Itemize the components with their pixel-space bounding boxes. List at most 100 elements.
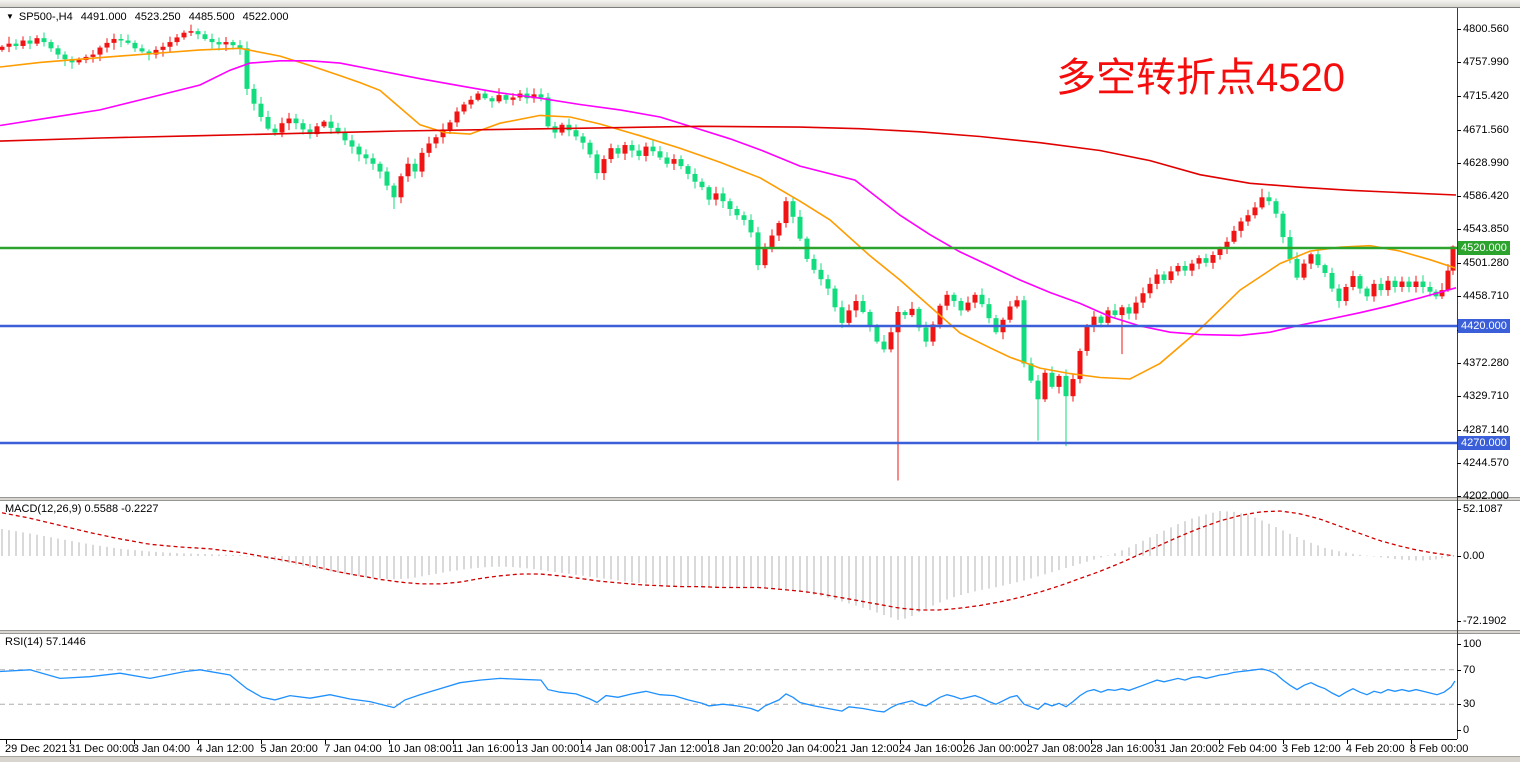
- candle-body: [720, 193, 726, 202]
- candle-body: [286, 118, 292, 124]
- candle-body: [1147, 283, 1153, 294]
- macd-histogram-bar: [841, 556, 843, 602]
- chevron-down-icon[interactable]: ▼: [6, 12, 14, 21]
- candle-body: [769, 235, 775, 248]
- candle-body: [1413, 281, 1419, 287]
- macd-histogram-bar: [673, 556, 675, 586]
- pane-separator[interactable]: [0, 630, 1520, 634]
- macd-histogram-bar: [659, 556, 661, 585]
- macd-histogram-bar: [1268, 523, 1270, 556]
- candle-body: [1070, 379, 1076, 397]
- candle-body: [1175, 265, 1181, 272]
- macd-histogram-bar: [624, 556, 626, 582]
- candle-body: [699, 181, 705, 188]
- macd-histogram-bar: [274, 556, 276, 561]
- macd-histogram-bar: [260, 556, 262, 558]
- candle-body: [587, 142, 593, 155]
- macd-histogram-bar: [1016, 556, 1018, 583]
- candle-body: [811, 258, 817, 270]
- macd-histogram-bar: [813, 556, 815, 595]
- macd-histogram-bar: [736, 556, 738, 588]
- candle-body: [1210, 255, 1216, 263]
- macd-histogram-bar: [1184, 521, 1186, 556]
- macd-histogram-bar: [505, 556, 507, 567]
- macd-histogram-bar: [932, 556, 934, 606]
- macd-histogram-bar: [869, 556, 871, 610]
- candle-body: [384, 171, 390, 186]
- candle-body: [510, 97, 516, 100]
- macd-histogram-bar: [365, 556, 367, 578]
- candle-body: [1399, 281, 1405, 287]
- macd-histogram-bar: [778, 556, 780, 590]
- macd-histogram-bar: [540, 556, 542, 571]
- rsi-label: RSI(14) 57.1446: [5, 636, 86, 648]
- macd-histogram-bar: [99, 545, 101, 556]
- macd-histogram-bar: [596, 556, 598, 578]
- candle-body: [111, 38, 117, 43]
- candle-body: [629, 145, 635, 151]
- macd-pane[interactable]: [0, 501, 1457, 630]
- rsi-scale-label: 0: [1463, 724, 1470, 736]
- macd-histogram-bar: [652, 556, 654, 585]
- candle-body: [734, 209, 740, 216]
- macd-histogram-bar: [1415, 556, 1417, 561]
- candle-body: [461, 104, 467, 112]
- price-scale-label: 4458.710: [1463, 289, 1509, 302]
- candle-body: [636, 150, 642, 156]
- candle-body: [1091, 316, 1097, 326]
- macd-histogram-bar: [680, 556, 682, 587]
- window-top-strip: [0, 0, 1520, 8]
- macd-histogram-bar: [939, 556, 941, 603]
- rsi-pane[interactable]: [0, 634, 1457, 739]
- macd-histogram-bar: [295, 556, 297, 565]
- macd-histogram-bar: [477, 556, 479, 568]
- candle-body: [1273, 201, 1279, 214]
- price-scale-tick: [1457, 62, 1461, 64]
- macd-histogram-bar: [127, 549, 129, 556]
- price-scale-label: 4628.990: [1463, 156, 1509, 169]
- macd-histogram-bar: [190, 553, 192, 556]
- candle-body: [482, 93, 488, 99]
- macd-histogram-bar: [1408, 556, 1410, 561]
- candle-body: [1182, 265, 1188, 271]
- macd-histogram-bar: [1093, 556, 1095, 560]
- time-scale-tick: [836, 740, 838, 744]
- macd-histogram-bar: [1296, 537, 1298, 556]
- macd-histogram-bar: [1100, 556, 1102, 558]
- macd-histogram-bar: [582, 556, 584, 576]
- price-scale-tick: [1457, 129, 1461, 131]
- candle-body: [69, 59, 75, 63]
- candle-body: [853, 301, 859, 311]
- macd-histogram-bar: [386, 556, 388, 580]
- macd-histogram-bar: [372, 556, 374, 578]
- candle-body: [188, 31, 194, 33]
- macd-histogram-bar: [911, 556, 913, 616]
- macd-histogram-bar: [1310, 542, 1312, 556]
- macd-histogram-bar: [701, 556, 703, 588]
- time-scale-tick: [197, 740, 199, 744]
- pane-separator[interactable]: [0, 497, 1520, 501]
- candle-body: [146, 51, 152, 55]
- candle-body: [118, 38, 124, 41]
- time-scale[interactable]: 29 Dec 2021 31 Dec 00:00 3 Jan 04:00 4 Jan …: [0, 739, 1468, 756]
- candle-body: [1336, 288, 1342, 302]
- candle-body: [1007, 306, 1013, 320]
- candle-body: [125, 40, 131, 43]
- price-pane[interactable]: [0, 8, 1457, 497]
- time-scale-label: 4 Jan 12:00: [196, 743, 255, 755]
- time-scale-tick: [1219, 740, 1221, 744]
- candle-body: [342, 132, 348, 141]
- candle-body: [328, 121, 334, 128]
- candle-body: [321, 121, 327, 127]
- macd-histogram-bar: [1422, 556, 1424, 561]
- candle-body: [97, 47, 103, 55]
- candle-body: [0, 46, 5, 50]
- macd-histogram-bar: [708, 556, 710, 588]
- macd-histogram-bar: [1149, 537, 1151, 556]
- macd-histogram-bar: [981, 556, 983, 590]
- macd-histogram-bar: [22, 532, 24, 556]
- macd-histogram-bar: [904, 556, 906, 619]
- macd-histogram-bar: [610, 556, 612, 580]
- candle-body: [1280, 213, 1286, 238]
- candle-body: [671, 159, 677, 164]
